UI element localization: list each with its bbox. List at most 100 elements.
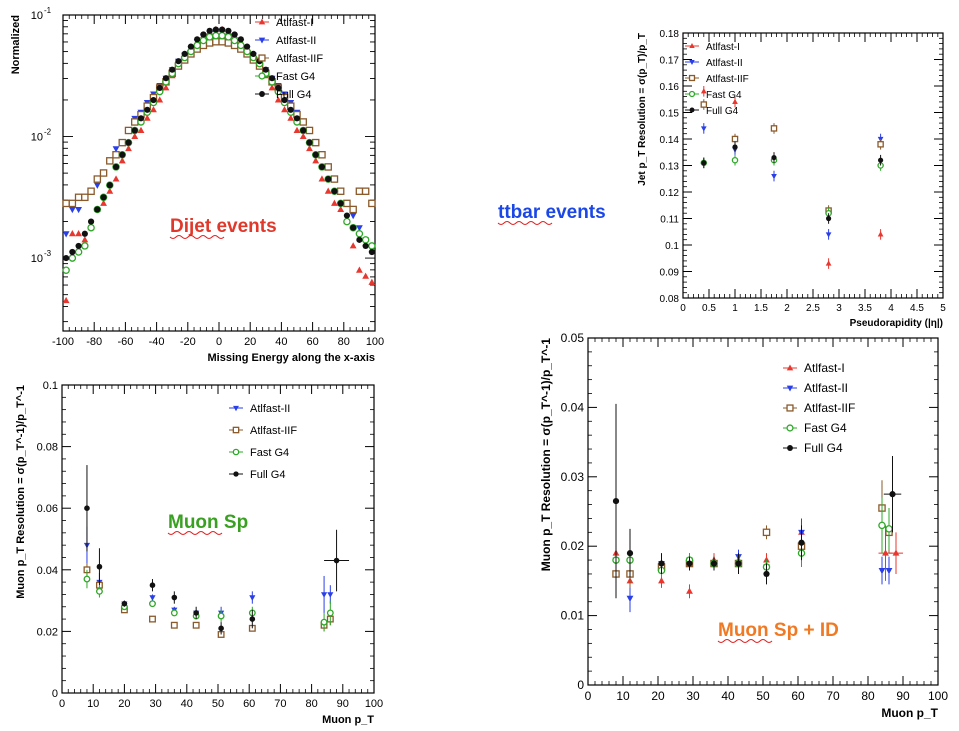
data-point — [355, 230, 364, 238]
data-point — [81, 236, 89, 243]
x-tick-label: 80 — [338, 336, 350, 348]
chart-muon-sp-id: 0 10 20 30 40 50 60 70 80 90 100 0 0.01 0.02 0.03 0.04 0… — [539, 331, 948, 720]
legend-marker — [786, 385, 794, 392]
data-point — [318, 163, 326, 171]
data-point — [275, 84, 282, 92]
legend: Atlfast-II Atlfast-IIF Fast G4 Full G4 — [229, 403, 297, 481]
x-tick-label: 20 — [651, 689, 665, 703]
legend-label: Fast G4 — [276, 71, 315, 83]
x-tick-label: 2 — [784, 303, 790, 314]
data-point — [878, 157, 884, 163]
data-point — [305, 126, 314, 135]
data-point — [237, 36, 244, 43]
legend-marker — [258, 54, 266, 62]
data-point — [763, 570, 770, 578]
legend-marker — [689, 107, 695, 113]
data-point — [112, 151, 120, 159]
data-point — [149, 595, 156, 601]
data-point — [121, 600, 128, 607]
x-tick-label: 100 — [366, 336, 384, 348]
chart-dijet: -100 -80 -60 -40 -20 0 20 40 60 80 10010-110-210-3… — [10, 6, 384, 364]
data-point — [287, 114, 295, 121]
data-point — [149, 582, 156, 588]
data-point — [249, 595, 256, 601]
data-point — [212, 37, 220, 46]
data-point — [356, 236, 363, 243]
data-point — [106, 187, 114, 194]
x-tick-label: -20 — [180, 336, 196, 348]
x-tick-label: 80 — [305, 698, 317, 710]
data-point — [149, 615, 156, 623]
legend-label: Atlfast-I — [276, 17, 313, 29]
legend-label: Full G4 — [706, 106, 739, 117]
y-tick-label: 0 — [577, 678, 584, 692]
data-point — [771, 174, 777, 180]
data-point — [350, 224, 357, 231]
data-point — [320, 618, 328, 626]
chart-ttbar: 0 0.5 1 1.5 2 2.5 3 3.5 4 4.5 5 0.08 0.09 0.1 0.11 0.12… — [497, 29, 946, 329]
data-point — [94, 206, 101, 213]
data-point — [882, 549, 889, 556]
data-point — [137, 115, 145, 122]
data-point — [268, 84, 276, 91]
data-point — [362, 242, 369, 250]
data-point — [112, 163, 120, 171]
data-point — [731, 135, 739, 143]
x-tick-label: 90 — [896, 689, 910, 703]
data-point — [118, 138, 127, 147]
data-point — [218, 625, 224, 632]
series-full-g4 — [63, 26, 375, 262]
data-point — [700, 101, 708, 108]
data-point — [62, 266, 70, 274]
data-point — [700, 126, 707, 132]
y-tick-label: 0.13 — [660, 162, 680, 173]
legend-marker — [259, 91, 265, 97]
data-point — [143, 114, 151, 121]
data-point — [87, 187, 95, 195]
legend-marker — [786, 404, 794, 412]
data-point — [212, 26, 219, 33]
data-point — [171, 594, 178, 601]
y-tick-label: 0.16 — [660, 82, 680, 93]
data-point — [219, 26, 226, 33]
data-point — [218, 37, 226, 46]
data-point — [626, 595, 634, 602]
data-point — [200, 31, 207, 38]
data-point — [192, 621, 200, 629]
legend-marker — [786, 424, 794, 432]
data-point — [686, 560, 693, 567]
plot-frame — [682, 32, 944, 299]
data-point — [327, 592, 334, 598]
legend-marker — [233, 405, 239, 412]
annotation: Dijet events — [170, 216, 277, 237]
data-point — [293, 126, 301, 133]
annotation: ttbar events — [498, 202, 606, 223]
x-tick-label: 4 — [888, 303, 894, 314]
data-point — [658, 577, 665, 584]
data-point — [281, 96, 288, 104]
data-point — [249, 616, 256, 622]
x-tick-label: 70 — [826, 689, 840, 703]
y-tick-label: 0.01 — [561, 609, 585, 623]
x-tick-label: 5 — [940, 303, 946, 314]
data-point — [262, 66, 269, 73]
data-point — [686, 587, 693, 594]
data-point — [75, 230, 83, 237]
data-point — [355, 187, 364, 195]
data-point — [349, 205, 357, 214]
data-point — [732, 144, 738, 150]
data-point — [885, 568, 893, 575]
y-tick-label: 0 — [52, 688, 58, 700]
data-point — [701, 160, 707, 166]
y-tick-label: 0.15 — [660, 109, 680, 120]
data-point — [368, 242, 376, 250]
x-axis-title: Muon p_T — [322, 714, 374, 726]
x-tick-label: 60 — [306, 336, 318, 348]
y-tick-label-exponent: -1 — [44, 6, 52, 15]
y-tick-label: 0.18 — [660, 29, 680, 40]
data-point — [626, 550, 634, 557]
data-point — [343, 212, 351, 219]
x-tick-label: 1 — [732, 303, 738, 314]
x-tick-label: 50 — [212, 698, 224, 710]
